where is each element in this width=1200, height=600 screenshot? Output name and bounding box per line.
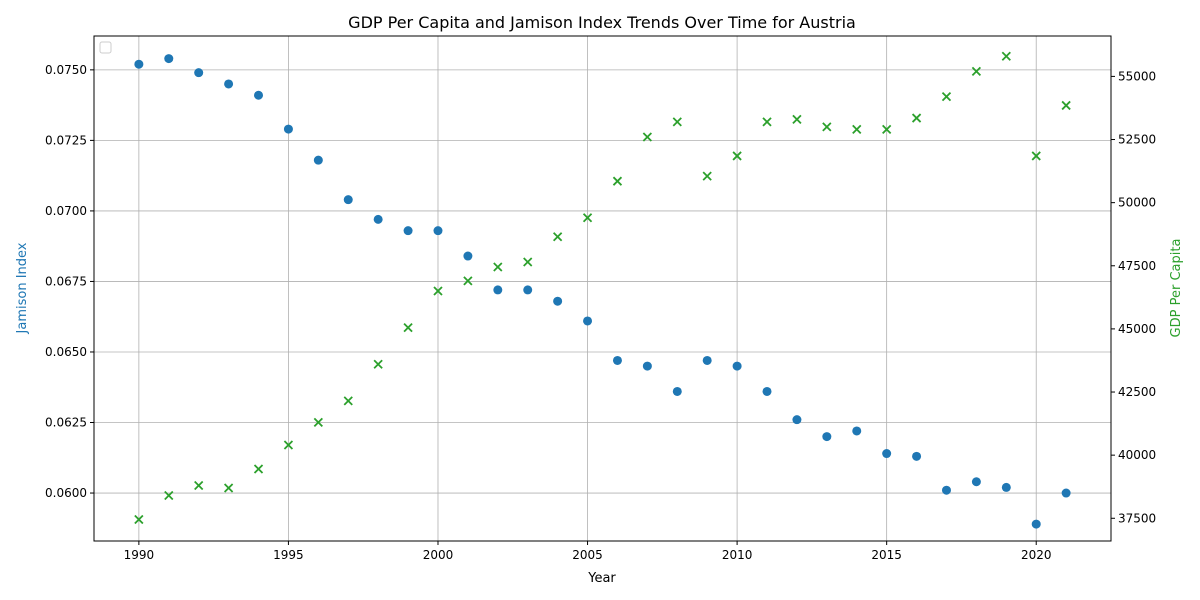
gdp-point: [164, 490, 174, 501]
jamison-point: [523, 285, 533, 295]
jamison-point: [403, 226, 413, 236]
jamison-index-series: [134, 54, 1071, 529]
jamison-point: [912, 451, 922, 461]
y-right-tick-label: 37500: [1118, 511, 1156, 525]
gdp-point: [732, 151, 742, 161]
jamison-point: [1031, 519, 1041, 529]
jamison-point: [224, 79, 234, 89]
y-left-tick-label: 0.0725: [45, 133, 87, 147]
legend-box: [99, 41, 112, 54]
gdp-point: [911, 113, 922, 123]
jamison-point: [672, 386, 682, 396]
y-left-axis-title: Jamison Index: [15, 242, 30, 334]
jamison-point: [882, 449, 892, 459]
gdp-point: [463, 276, 473, 286]
gdp-point: [373, 359, 383, 369]
jamison-point: [134, 59, 144, 69]
jamison-point: [971, 477, 981, 487]
gdp-point: [343, 396, 353, 406]
ticks: 1990 1995 2000 2005 2010 2015 2020 0.0600 0.0625…: [45, 63, 1156, 562]
jamison-point: [343, 195, 353, 205]
jamison-point: [254, 90, 264, 100]
gdp-point: [1061, 100, 1071, 111]
y-right-tick-label: 52500: [1118, 133, 1156, 147]
y-left-tick-label: 0.0625: [45, 416, 87, 430]
jamison-point: [433, 226, 443, 236]
x-tick-label: 2010: [722, 548, 753, 562]
gdp-point: [762, 117, 772, 127]
y-right-tick-label: 45000: [1118, 322, 1156, 336]
x-tick-label: 2000: [423, 548, 454, 562]
gdp-point: [882, 124, 892, 135]
jamison-point: [583, 316, 593, 326]
gdp-point: [493, 262, 503, 272]
jamison-point: [1001, 482, 1011, 492]
jamison-point: [164, 54, 174, 64]
gdp-point: [672, 117, 682, 127]
jamison-point: [463, 251, 473, 261]
gdp-point: [433, 286, 443, 296]
y-right-tick-label: 42500: [1118, 385, 1156, 399]
plot-frame: [93, 35, 1112, 542]
jamison-point: [642, 361, 652, 371]
gdp-point: [223, 483, 234, 493]
jamison-point: [493, 285, 503, 295]
y-right-axis-title: GDP Per Capita: [1169, 239, 1184, 338]
jamison-point: [732, 361, 742, 371]
chart-title: GDP Per Capita and Jamison Index Trends …: [348, 13, 856, 32]
gdp-point: [523, 257, 533, 267]
gdp-point: [971, 66, 982, 76]
gdp-point: [283, 440, 294, 450]
gdp-point: [1031, 151, 1041, 161]
jamison-point: [373, 214, 383, 224]
jamison-point: [762, 386, 772, 396]
gdp-point: [253, 464, 264, 474]
gdp-point: [1001, 51, 1011, 61]
jamison-point: [194, 68, 204, 78]
gdp-point: [612, 176, 623, 186]
gdp-point: [642, 132, 653, 142]
gdp-point: [792, 114, 802, 124]
jamison-point: [612, 355, 622, 365]
gdp-point: [134, 514, 144, 525]
y-right-tick-label: 40000: [1118, 448, 1156, 462]
x-axis-title: Year: [587, 571, 616, 586]
jamison-point: [702, 355, 712, 365]
y-right-tick-label: 50000: [1118, 196, 1156, 210]
jamison-point: [553, 296, 563, 306]
y-left-tick-label: 0.0675: [45, 274, 87, 288]
jamison-point: [283, 124, 293, 134]
jamison-point: [941, 485, 951, 495]
x-tick-label: 1995: [273, 548, 304, 562]
gdp-point: [852, 124, 862, 135]
gdp-point: [403, 323, 413, 333]
gdp-point: [313, 417, 323, 427]
x-tick-label: 2005: [572, 548, 603, 562]
jamison-point: [822, 432, 832, 442]
y-left-tick-label: 0.0600: [45, 486, 87, 500]
gdp-per-capita-series: [134, 51, 1071, 525]
gdp-point: [822, 122, 832, 132]
jamison-point: [313, 155, 323, 165]
x-tick-label: 2015: [871, 548, 902, 562]
y-left-tick-label: 0.0650: [45, 345, 87, 359]
y-right-tick-label: 55000: [1118, 69, 1156, 83]
jamison-point: [1061, 488, 1071, 498]
gdp-point: [941, 91, 952, 102]
grid: [94, 36, 1111, 541]
gdp-point: [194, 480, 204, 491]
gdp-point: [552, 232, 563, 242]
y-right-tick-label: 47500: [1118, 259, 1156, 273]
jamison-point: [792, 415, 802, 425]
x-tick-label: 1990: [124, 548, 155, 562]
y-left-tick-label: 0.0700: [45, 204, 87, 218]
x-tick-label: 2020: [1021, 548, 1052, 562]
gdp-point: [702, 171, 712, 181]
gdp-point: [582, 213, 593, 223]
jamison-point: [852, 426, 862, 436]
y-left-tick-label: 0.0750: [45, 63, 87, 77]
